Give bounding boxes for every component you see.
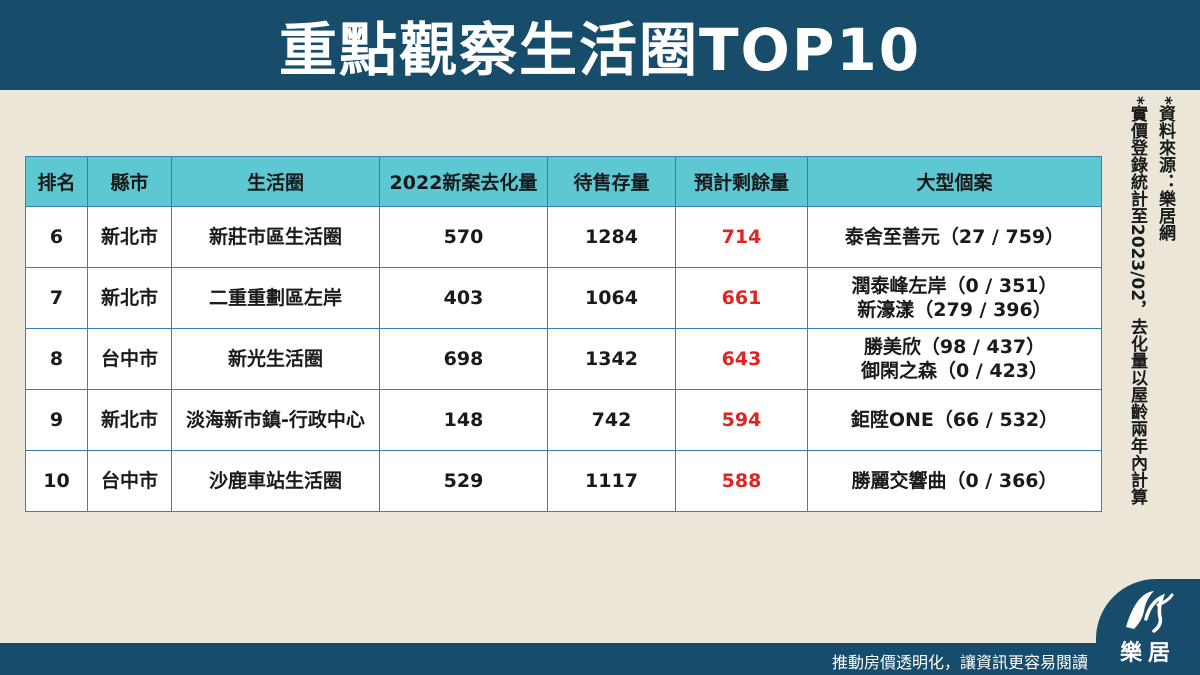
cell-stock: 1117 <box>547 450 676 512</box>
header-city: 縣市 <box>87 156 172 207</box>
cell-rank: 8 <box>25 328 88 390</box>
page-title: 重點觀察生活圈TOP10 <box>278 16 922 84</box>
cell-remain: 661 <box>675 267 808 329</box>
cell-remain: 588 <box>675 450 808 512</box>
title-banner: 重點觀察生活圈TOP10 <box>0 0 1200 90</box>
lejuu-logo-icon <box>1126 591 1174 633</box>
ranking-table: 排名 縣市 生活圈 2022新案去化量 待售存量 預計剩餘量 大型個案 6 新北… <box>25 156 1102 512</box>
project-line: 勝麗交響曲（0 / 366） <box>851 470 1058 492</box>
project-line: 鉅陞ONE（66 / 532） <box>850 409 1059 431</box>
cell-area: 新莊市區生活圈 <box>171 206 380 268</box>
logo-text: 樂居 <box>1119 641 1176 666</box>
project-line: 泰舍至善元（27 / 759） <box>844 226 1065 248</box>
header-sold: 2022新案去化量 <box>379 156 548 207</box>
cell-city: 新北市 <box>87 206 172 268</box>
table-header-row: 排名 縣市 生活圈 2022新案去化量 待售存量 預計剩餘量 大型個案 <box>25 156 1102 207</box>
footer-slogan: 推動房價透明化，讓資訊更容易閱讀 <box>831 653 1088 672</box>
footer-bar: 推動房價透明化，讓資訊更容易閱讀 <box>0 643 1200 675</box>
cell-rank: 9 <box>25 389 88 451</box>
cell-remain: 643 <box>675 328 808 390</box>
cell-rank: 10 <box>25 450 88 512</box>
table-row: 7 新北市 二重重劃區左岸 403 1064 661 潤泰峰左岸（0 / 351… <box>25 267 1102 329</box>
table-row: 8 台中市 新光生活圈 698 1342 643 勝美欣（98 / 437） 御… <box>25 328 1102 390</box>
header-remain: 預計剩餘量 <box>675 156 808 207</box>
cell-sold: 529 <box>379 450 548 512</box>
cell-city: 台中市 <box>87 328 172 390</box>
cell-city: 新北市 <box>87 389 172 451</box>
cell-rank: 7 <box>25 267 88 329</box>
stats-note: *實價登錄統計至2023/02，去化量以屋齡兩年內計算 <box>1127 96 1147 506</box>
cell-projects: 勝美欣（98 / 437） 御閑之森（0 / 423） <box>807 328 1102 390</box>
cell-city: 新北市 <box>87 267 172 329</box>
brand-logo: 樂居 <box>1096 579 1200 675</box>
ranking-table-container: 排名 縣市 生活圈 2022新案去化量 待售存量 預計剩餘量 大型個案 6 新北… <box>25 156 1102 512</box>
project-line: 新濠漾（279 / 396） <box>857 299 1052 321</box>
cell-area: 沙鹿車站生活圈 <box>171 450 380 512</box>
cell-remain: 714 <box>675 206 808 268</box>
cell-rank: 6 <box>25 206 88 268</box>
cell-area: 二重重劃區左岸 <box>171 267 380 329</box>
header-projects: 大型個案 <box>807 156 1102 207</box>
project-line: 潤泰峰左岸（0 / 351） <box>851 275 1058 297</box>
table-row: 10 台中市 沙鹿車站生活圈 529 1117 588 勝麗交響曲（0 / 36… <box>25 450 1102 512</box>
table-row: 9 新北市 淡海新市鎮-行政中心 148 742 594 鉅陞ONE（66 / … <box>25 389 1102 451</box>
cell-sold: 570 <box>379 206 548 268</box>
header-stock: 待售存量 <box>547 156 676 207</box>
cell-projects: 勝麗交響曲（0 / 366） <box>807 450 1102 512</box>
cell-projects: 潤泰峰左岸（0 / 351） 新濠漾（279 / 396） <box>807 267 1102 329</box>
cell-city: 台中市 <box>87 450 172 512</box>
cell-stock: 742 <box>547 389 676 451</box>
table-row: 6 新北市 新莊市區生活圈 570 1284 714 泰舍至善元（27 / 75… <box>25 206 1102 268</box>
source-note: *資料來源：樂居網 <box>1155 96 1175 241</box>
header-area: 生活圈 <box>171 156 380 207</box>
cell-sold: 698 <box>379 328 548 390</box>
cell-area: 新光生活圈 <box>171 328 380 390</box>
project-line: 御閑之森（0 / 423） <box>860 360 1049 382</box>
cell-stock: 1064 <box>547 267 676 329</box>
cell-projects: 泰舍至善元（27 / 759） <box>807 206 1102 268</box>
cell-remain: 594 <box>675 389 808 451</box>
header-rank: 排名 <box>25 156 88 207</box>
cell-sold: 403 <box>379 267 548 329</box>
cell-stock: 1342 <box>547 328 676 390</box>
cell-area: 淡海新市鎮-行政中心 <box>171 389 380 451</box>
cell-projects: 鉅陞ONE（66 / 532） <box>807 389 1102 451</box>
cell-stock: 1284 <box>547 206 676 268</box>
project-line: 勝美欣（98 / 437） <box>863 336 1046 358</box>
cell-sold: 148 <box>379 389 548 451</box>
